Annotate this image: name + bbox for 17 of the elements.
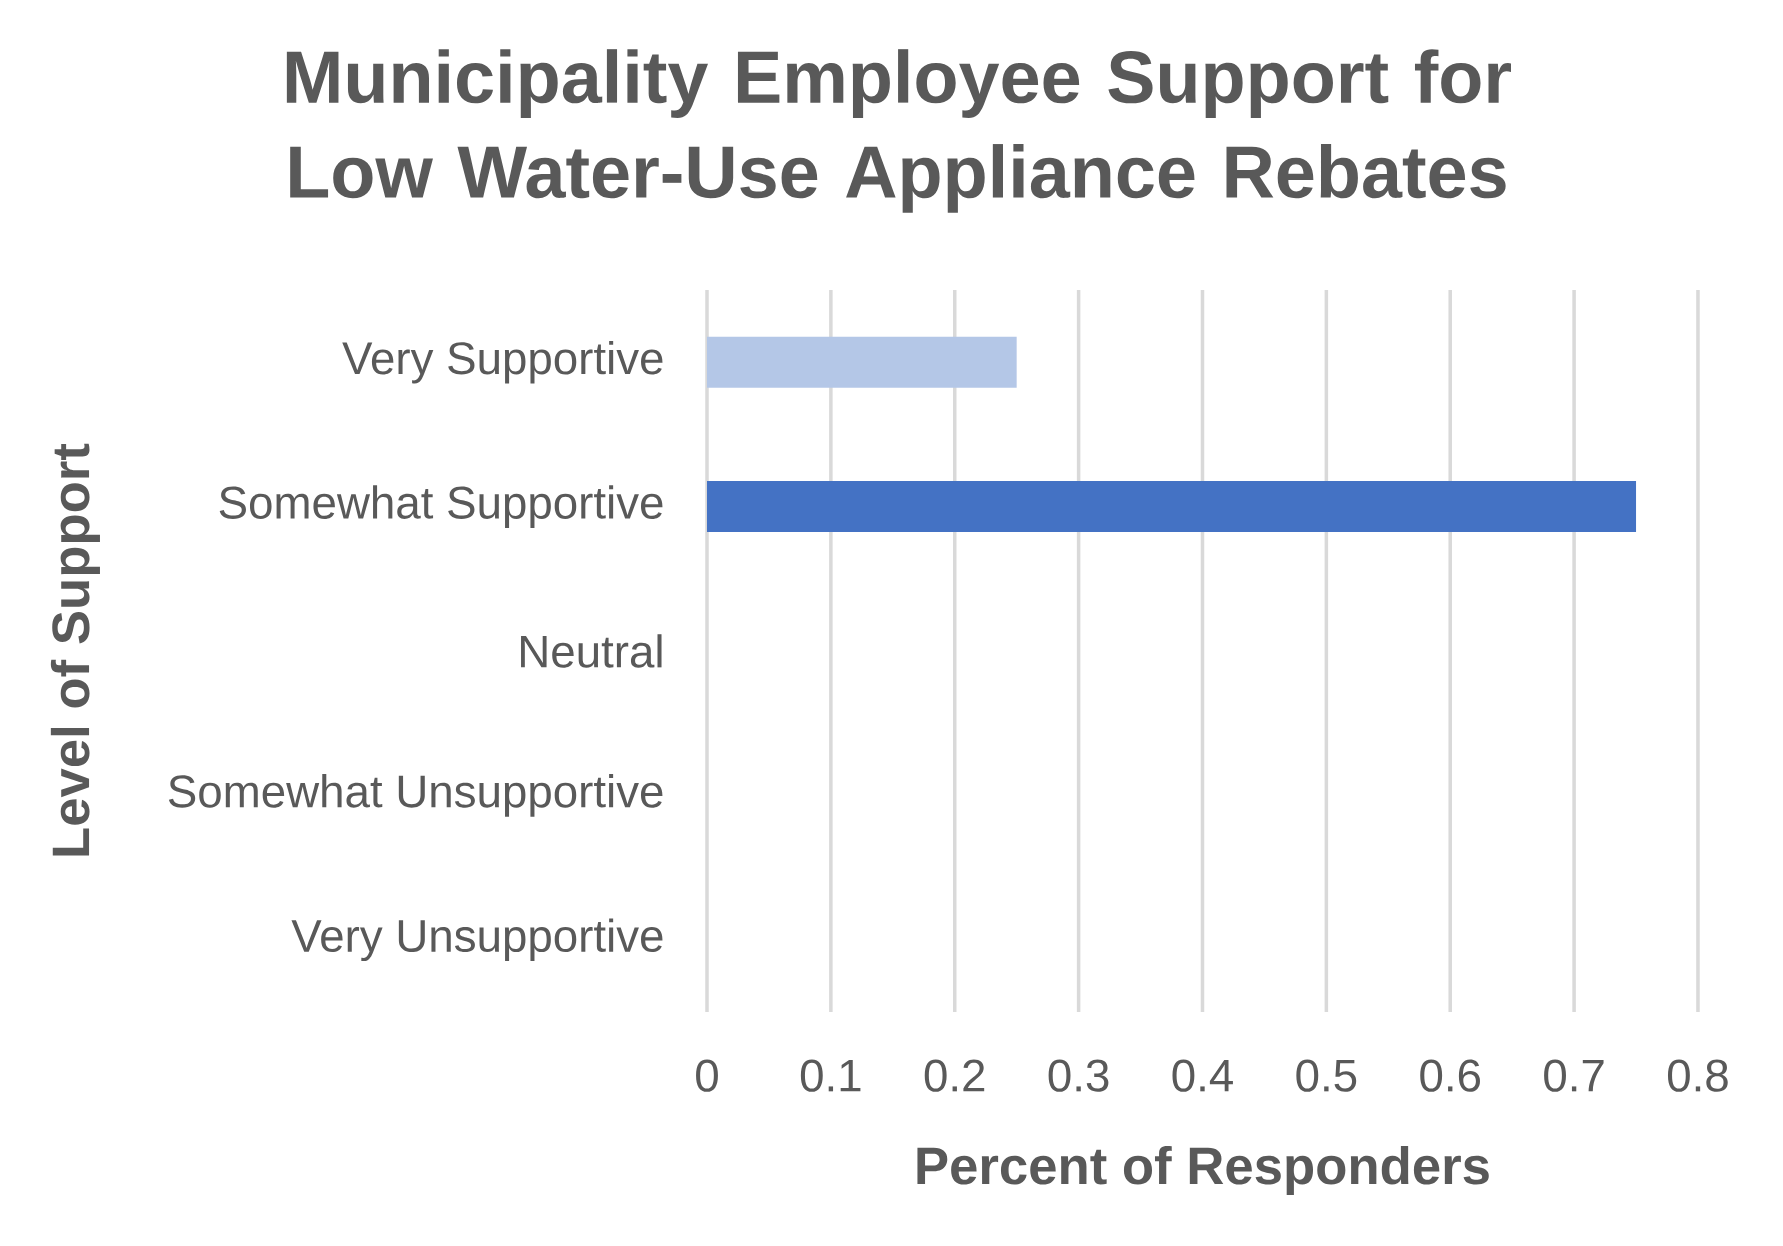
x-tick-label: 0.7 <box>1544 1059 1604 1092</box>
x-tick-label: 0.2 <box>924 1059 985 1092</box>
y-tick-label: Very Unsupportive <box>291 918 663 962</box>
chart-title: Municipality Employee Support for Low Water-Use Appliance Rebates <box>286 49 1511 213</box>
y-axis-title: Level of Support <box>50 443 100 856</box>
y-tick-label: Neutral <box>521 634 662 668</box>
x-tick-label: 0.3 <box>1048 1059 1109 1092</box>
y-tick-label: Very Supportive <box>342 340 663 384</box>
x-tick-label: 0.4 <box>1172 1059 1233 1092</box>
x-tick-label: 0.1 <box>800 1059 861 1092</box>
x-tick-label: 0.6 <box>1420 1059 1480 1092</box>
y-tick-label: Somewhat Supportive <box>219 485 663 528</box>
y-tick-label: Somewhat Unsupportive <box>168 774 663 817</box>
x-tick-label: 0.5 <box>1296 1059 1357 1092</box>
x-tick-label: 0.8 <box>1667 1059 1728 1092</box>
x-tick-label: 0 <box>696 1059 718 1092</box>
x-axis-title: Percent of Responders <box>917 1145 1489 1196</box>
